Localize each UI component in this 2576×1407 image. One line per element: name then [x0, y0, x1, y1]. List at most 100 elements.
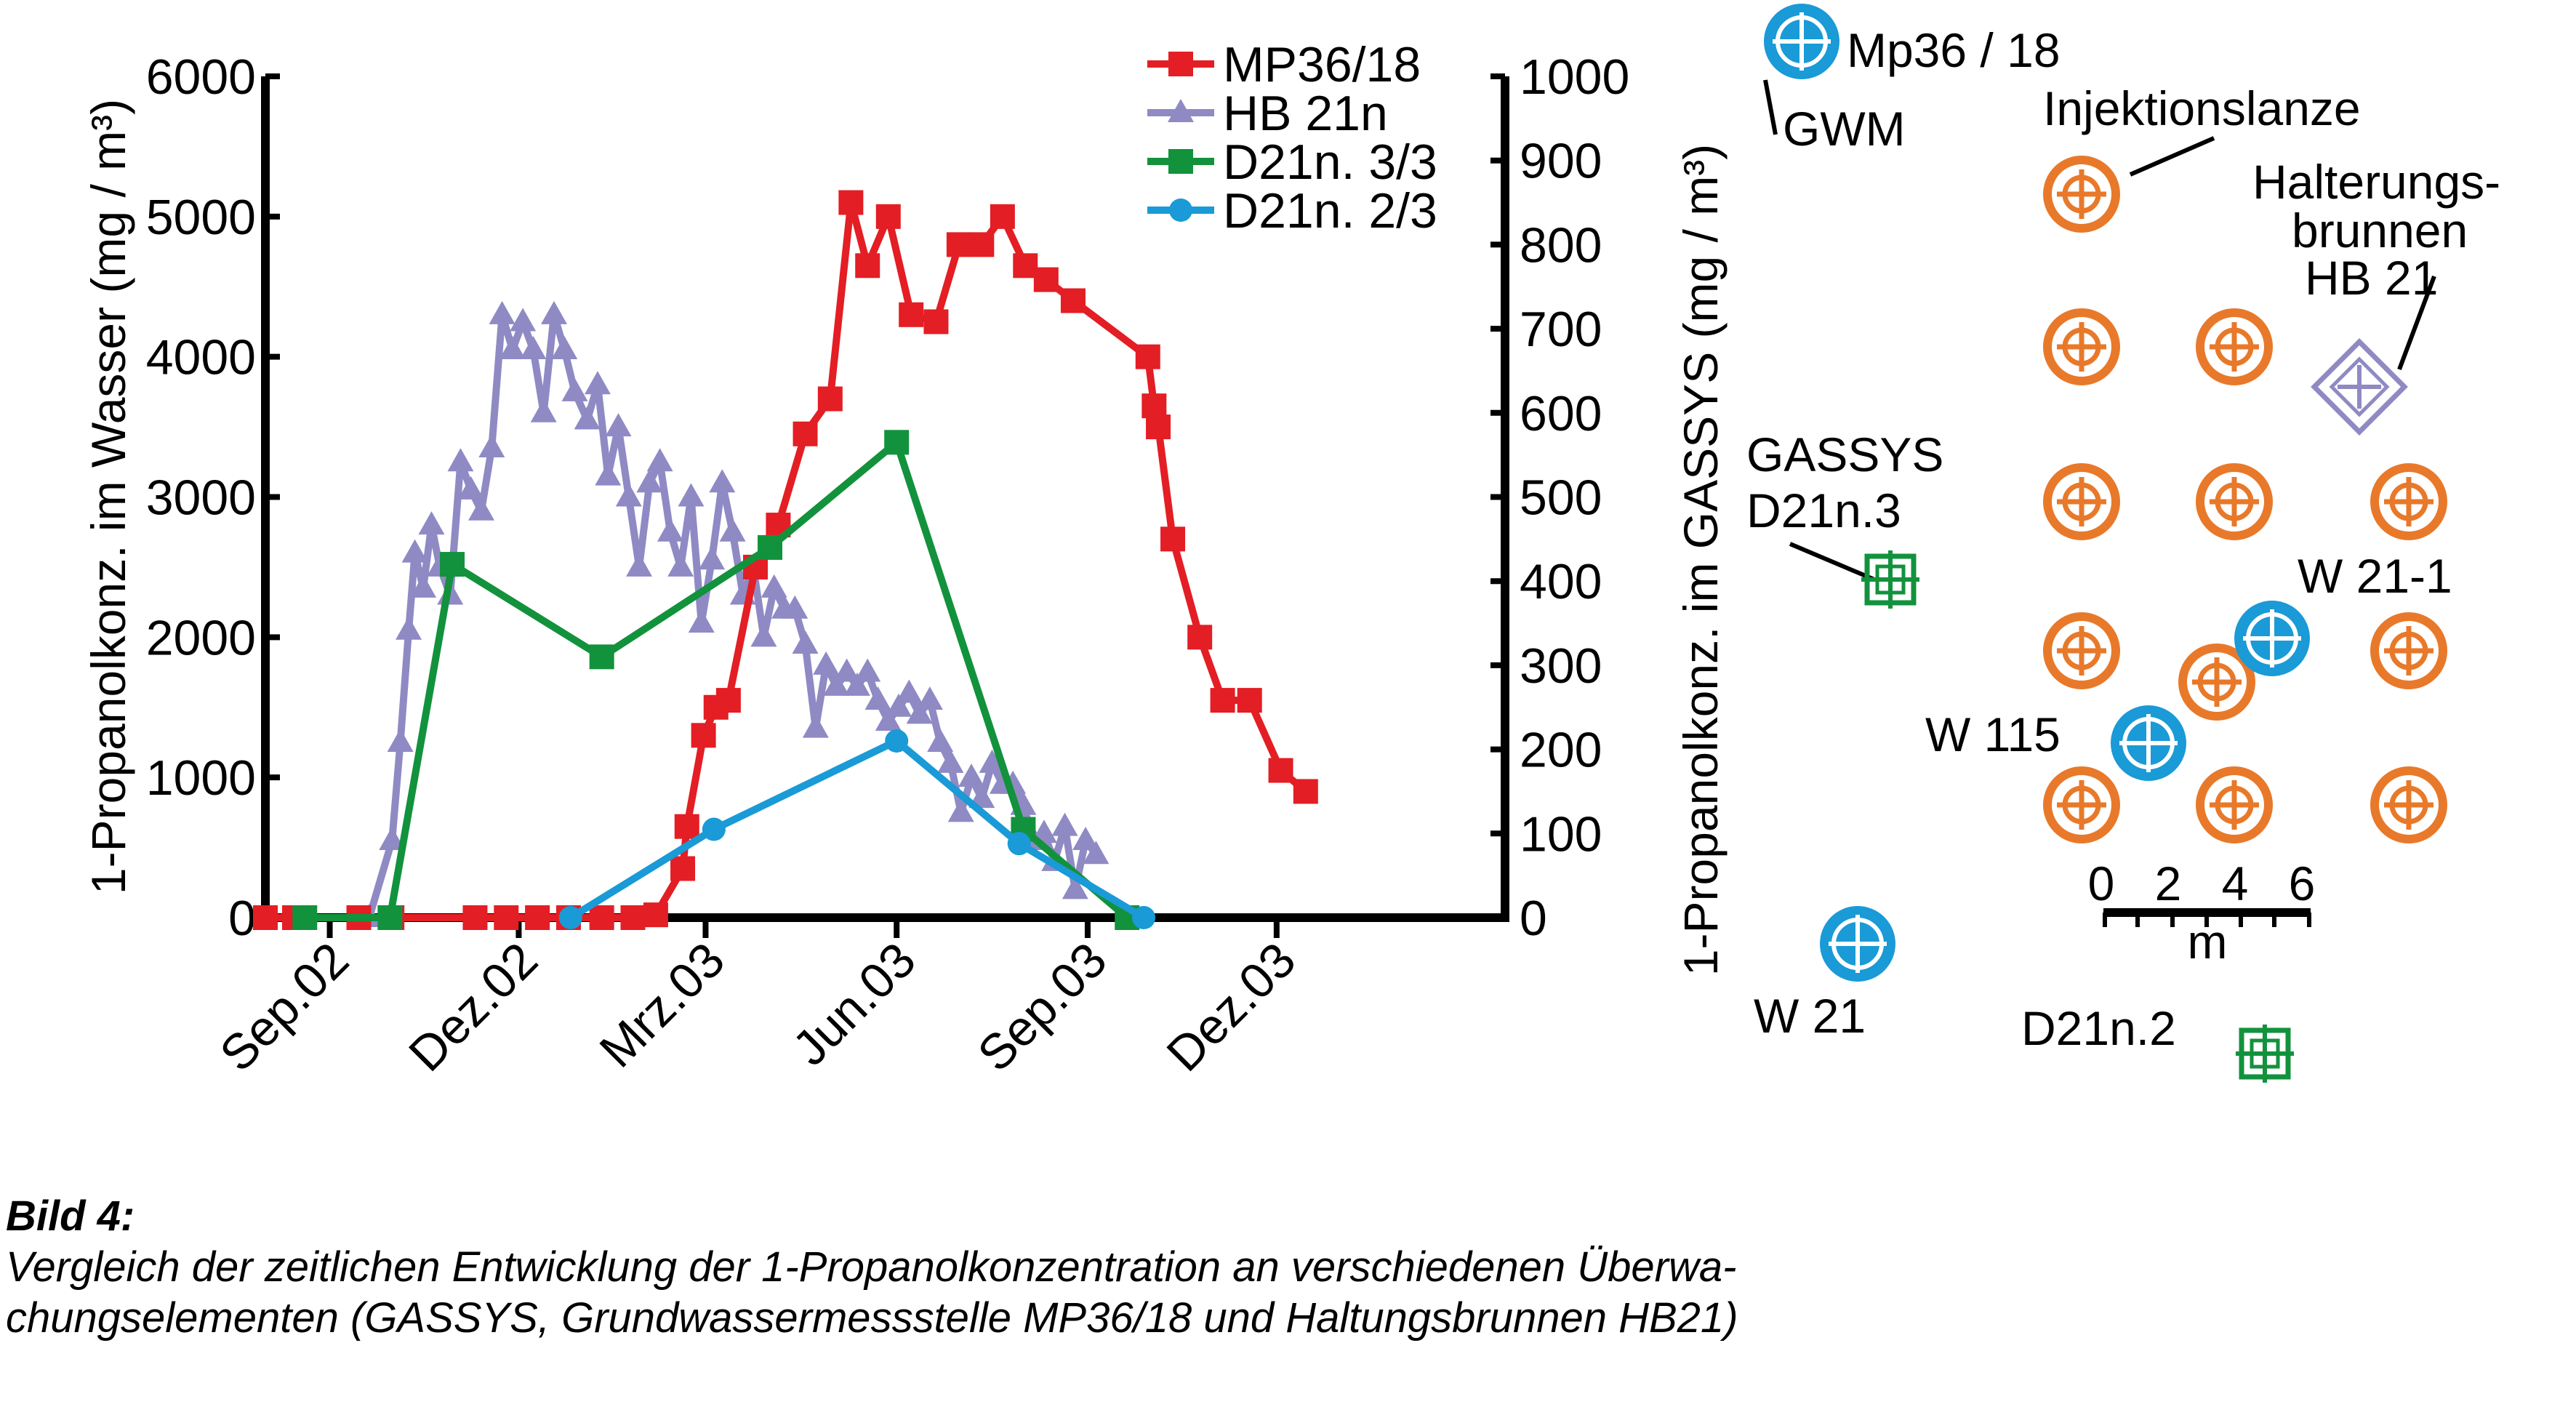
- legend-item: HB 21n: [1147, 86, 1388, 141]
- data-point: [657, 518, 683, 542]
- data-point: [1168, 149, 1193, 174]
- injection-lance-symbol: [2043, 463, 2120, 540]
- data-point: [1169, 199, 1192, 222]
- data-point: [838, 190, 864, 215]
- left-y-tick-label: 3000: [146, 470, 256, 526]
- symbol-ring: [2196, 463, 2273, 540]
- legend-item: D21n. 2/3: [1147, 183, 1437, 238]
- injektionslanze-leader: [2129, 136, 2215, 177]
- well-w115-symbol: [2111, 705, 2186, 781]
- legend-label: D21n. 2/3: [1223, 183, 1437, 238]
- label-halterung-2: brunnen: [2292, 204, 2468, 257]
- scale-label-6: 6: [2289, 857, 2316, 910]
- data-point: [646, 448, 673, 472]
- caption-line-1: Vergleich der zeitlichen Entwicklung der…: [6, 1243, 1737, 1291]
- right-y-tick-label: 700: [1520, 302, 1602, 357]
- data-point: [551, 336, 578, 360]
- site-map: Mp36 / 18 GWM Injektionslanze Halterungs…: [1746, 4, 2500, 1083]
- data-point: [667, 553, 694, 577]
- gassys-d21n2-symbol: [2236, 1025, 2294, 1083]
- symbol-ring: [2043, 308, 2120, 385]
- data-point: [462, 905, 488, 930]
- chart-series: [253, 190, 1318, 930]
- data-point: [1051, 812, 1078, 836]
- caption-line-2: chungselementen (GASSYS, Grundwassermess…: [6, 1294, 1738, 1342]
- injection-lance-symbol: [2370, 463, 2447, 540]
- legend-item: D21n. 3/3: [1147, 135, 1437, 190]
- data-point: [969, 232, 995, 257]
- right-y-tick-label: 100: [1520, 806, 1602, 862]
- data-point: [584, 371, 611, 395]
- data-point: [510, 308, 537, 332]
- data-point: [1132, 906, 1156, 929]
- data-point: [1033, 267, 1059, 292]
- left-y-tick-label: 1000: [146, 750, 256, 806]
- data-point: [937, 749, 964, 773]
- well-hb21-symbol: [2311, 338, 2408, 436]
- data-point: [906, 700, 933, 724]
- data-point: [1060, 288, 1086, 313]
- x-tick-label: Dez.03: [1156, 932, 1306, 1082]
- data-point: [489, 300, 515, 324]
- gwm-leader: [1763, 79, 1778, 135]
- data-point: [418, 511, 445, 535]
- x-tick-label: Sep.03: [967, 932, 1117, 1082]
- data-point: [750, 623, 777, 647]
- label-gassys-1: GASSYS: [1746, 428, 1943, 481]
- data-point: [1007, 832, 1031, 856]
- data-point: [540, 300, 567, 324]
- data-point: [843, 672, 870, 696]
- data-point: [896, 679, 923, 703]
- data-point: [885, 729, 909, 753]
- legend-label: HB 21n: [1223, 86, 1388, 141]
- data-point: [1237, 688, 1262, 713]
- left-y-tick-label: 5000: [146, 190, 256, 245]
- data-point: [916, 686, 943, 710]
- label-mp36: Mp36 / 18: [1847, 23, 2061, 77]
- scale-bar: 0 2 4 6 m: [2088, 857, 2316, 969]
- injection-lance-symbol: [2370, 766, 2447, 843]
- symbol-ring: [2178, 644, 2255, 721]
- series-line: [366, 310, 1099, 919]
- right-y-tick-label: 500: [1520, 470, 1602, 526]
- data-point: [1072, 826, 1099, 850]
- data-point: [595, 462, 622, 486]
- label-w115: W 115: [1925, 707, 2061, 761]
- data-point: [499, 336, 526, 360]
- scale-unit: m: [2188, 915, 2228, 969]
- map-symbols: [1764, 4, 2447, 1083]
- data-point: [620, 905, 646, 930]
- data-point: [626, 553, 653, 577]
- data-point: [688, 609, 715, 633]
- injection-lance-symbol: [2196, 766, 2273, 843]
- left-y-tick-label: 6000: [146, 49, 256, 105]
- data-point: [1187, 625, 1213, 650]
- data-point: [589, 644, 614, 670]
- x-ticks: Sep.02 Dez.02 Mrz.03 Jun.03 Sep.03 Dez.03: [209, 918, 1306, 1082]
- label-gwm: GWM: [1783, 102, 1906, 156]
- injection-lance-symbol: [2043, 612, 2120, 689]
- scale-label-4: 4: [2222, 857, 2249, 910]
- data-point: [678, 483, 705, 507]
- data-point: [558, 906, 582, 929]
- x-tick-label: Dez.02: [398, 932, 548, 1082]
- data-point: [802, 714, 829, 738]
- data-point: [615, 483, 642, 507]
- data-point: [589, 905, 614, 930]
- right-y-tick-label: 600: [1520, 386, 1602, 441]
- data-point: [1210, 688, 1235, 713]
- label-injektionslanze: Injektionslanze: [2043, 81, 2361, 135]
- data-point: [979, 749, 1006, 773]
- injection-lance-symbol: [2043, 766, 2120, 843]
- right-y-ticks: 0 100 200 300 400 500 600 700 800 900 1000: [1490, 49, 1629, 946]
- data-point: [253, 905, 278, 930]
- left-y-axis-label: 1-Propanolkonz. im Wasser (mg / m³): [81, 99, 135, 894]
- data-point: [1293, 779, 1318, 804]
- legend-item: MP36/18: [1147, 37, 1421, 92]
- data-point: [817, 386, 843, 412]
- data-point: [292, 905, 318, 930]
- map-leader-lines: [1763, 79, 2436, 582]
- data-point: [875, 204, 901, 229]
